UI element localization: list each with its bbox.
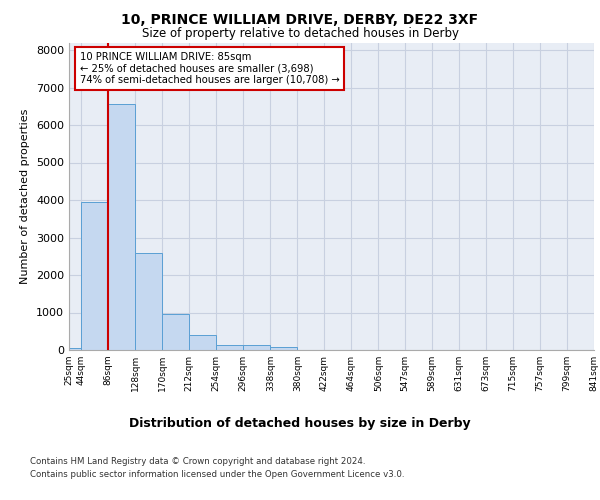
- Bar: [108, 104, 135, 350]
- Text: Distribution of detached houses by size in Derby: Distribution of detached houses by size …: [129, 418, 471, 430]
- Bar: [217, 345, 244, 350]
- Bar: [244, 345, 271, 350]
- Y-axis label: Number of detached properties: Number of detached properties: [20, 108, 31, 284]
- Text: Size of property relative to detached houses in Derby: Size of property relative to detached ho…: [142, 28, 458, 40]
- Text: Contains HM Land Registry data © Crown copyright and database right 2024.: Contains HM Land Registry data © Crown c…: [30, 458, 365, 466]
- Bar: [81, 202, 108, 350]
- Text: 10 PRINCE WILLIAM DRIVE: 85sqm
← 25% of detached houses are smaller (3,698)
74% : 10 PRINCE WILLIAM DRIVE: 85sqm ← 25% of …: [79, 52, 339, 85]
- Bar: [135, 252, 162, 350]
- Text: Contains public sector information licensed under the Open Government Licence v3: Contains public sector information licen…: [30, 470, 404, 479]
- Text: 10, PRINCE WILLIAM DRIVE, DERBY, DE22 3XF: 10, PRINCE WILLIAM DRIVE, DERBY, DE22 3X…: [121, 12, 479, 26]
- Bar: [271, 347, 298, 350]
- Bar: [190, 335, 217, 350]
- Bar: [162, 314, 190, 350]
- Bar: [69, 348, 81, 350]
